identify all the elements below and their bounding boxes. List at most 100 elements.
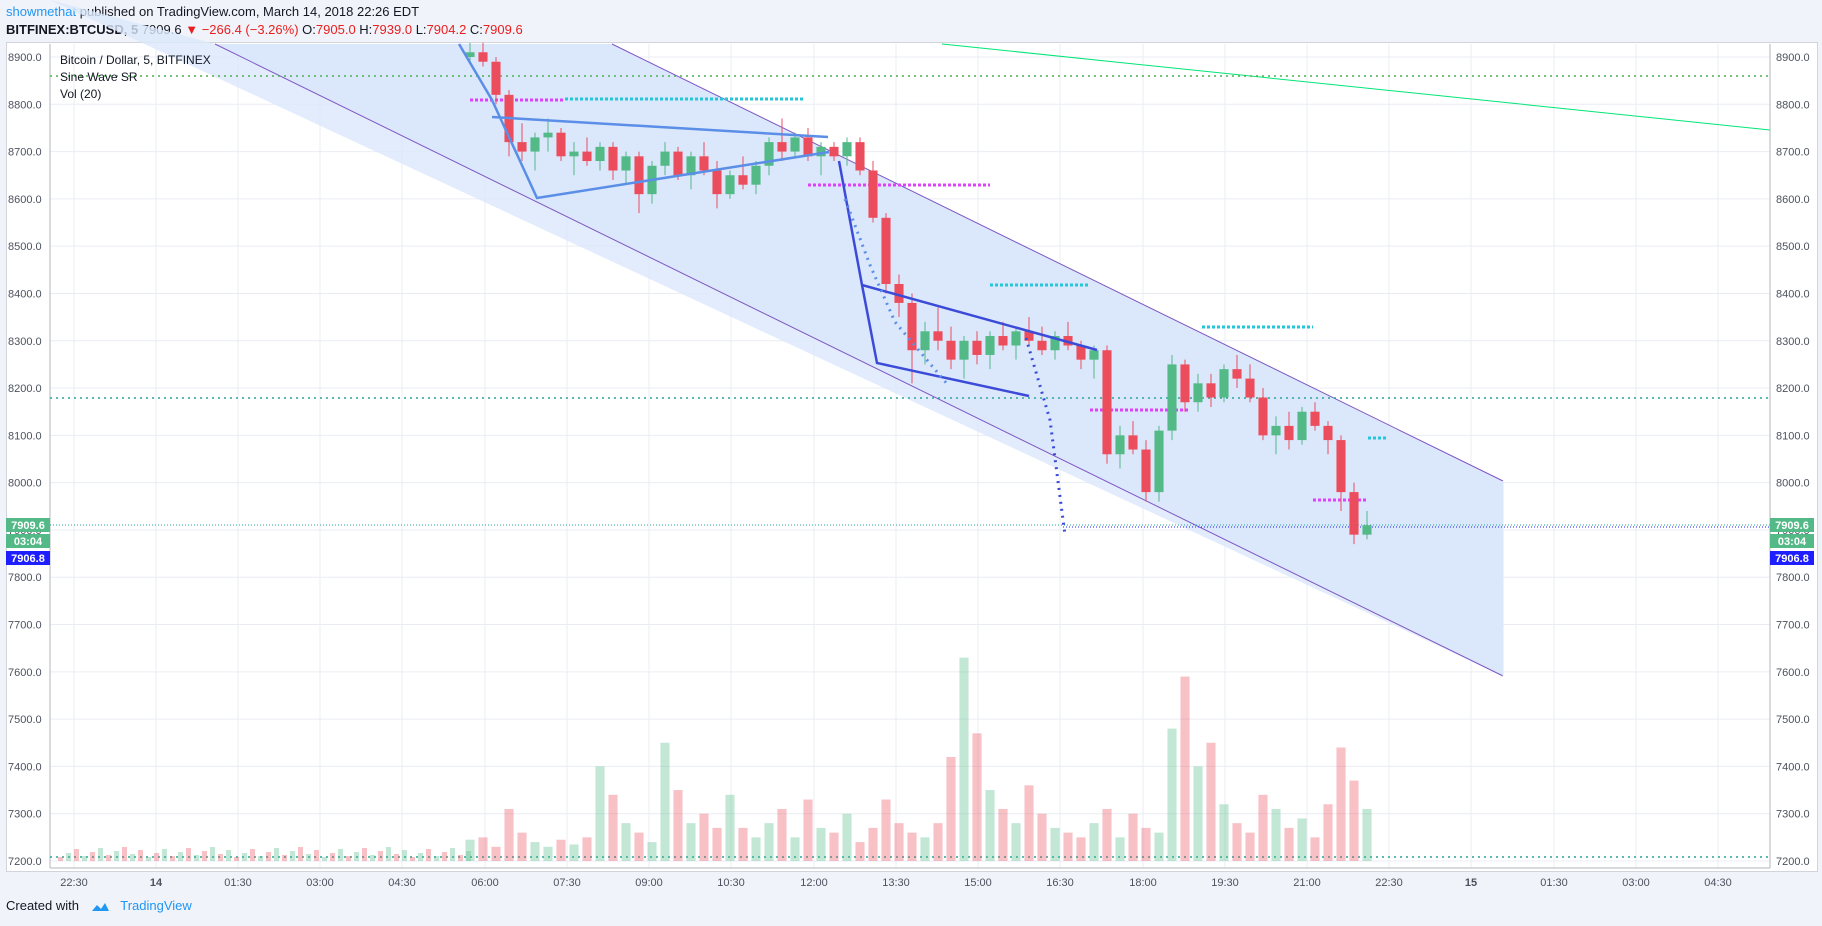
tradingview-link[interactable]: TradingView (120, 898, 192, 913)
y-tick-left: 7700.0 (8, 620, 42, 632)
volume-bar (1024, 785, 1034, 861)
candle-body (1128, 435, 1138, 450)
y-tick-right: 8400.0 (1776, 288, 1810, 300)
volume-bar (556, 839, 566, 861)
y-tick-right: 8200.0 (1776, 383, 1810, 395)
footer: Created with TradingView (6, 898, 192, 913)
candle-body (1219, 369, 1229, 398)
y-tick-left: 8300.0 (8, 336, 42, 348)
open-value: 7905.0 (315, 22, 356, 37)
volume-bar (1323, 804, 1333, 861)
channel-upper-line (611, 43, 1504, 482)
volume-bar (868, 827, 878, 861)
candle-body (595, 146, 605, 162)
volume-bar (1128, 813, 1138, 861)
volume-bar (1206, 742, 1216, 861)
triangle-upper-edge (491, 115, 829, 139)
candle-body (1154, 430, 1164, 493)
volume-bar-early (338, 849, 343, 861)
volume-bar-early (266, 852, 271, 861)
volume-bar (712, 827, 722, 861)
volume-bar (1167, 728, 1177, 861)
y-tick-left: 7600.0 (8, 667, 42, 679)
volume-bar (972, 733, 982, 861)
candle-body (777, 142, 787, 152)
volume-bar-early (178, 852, 183, 861)
volume-bar (1180, 676, 1190, 861)
volume-bar-early (386, 847, 391, 861)
volume-bar-early (370, 855, 375, 861)
volume-bar (1258, 794, 1268, 861)
volume-bar-early (210, 847, 215, 861)
volume-bar (504, 808, 514, 861)
legend-indicator-sine[interactable]: Sine Wave SR (60, 70, 138, 84)
volume-bar-early (410, 857, 415, 861)
countdown-badge-text: 03:04 (14, 536, 43, 548)
legend-indicator-volume[interactable]: Vol (20) (60, 87, 102, 101)
volume-bar (1141, 827, 1151, 861)
y-tick-right: 8100.0 (1776, 430, 1810, 442)
volume-bar-early (170, 856, 175, 861)
volume-bar-early (330, 853, 335, 861)
candle-body (816, 146, 826, 157)
volume-bar (647, 842, 657, 861)
volume-bar (517, 832, 527, 861)
y-tick-left: 8200.0 (8, 383, 42, 395)
volume-bar-early (450, 848, 455, 861)
volume-bar-early (298, 847, 303, 861)
high-value: 7939.0 (372, 22, 413, 37)
volume-bar (608, 794, 618, 861)
volume-bar (660, 742, 670, 861)
volume-bar-early (250, 849, 255, 861)
y-tick-right: 8300.0 (1776, 336, 1810, 348)
volume-bar-early (90, 852, 95, 861)
candle-body (530, 137, 540, 152)
x-tick-label: 03:00 (1622, 877, 1650, 889)
volume-bar (491, 846, 501, 861)
countdown-badge-text: 03:04 (1778, 536, 1807, 548)
volume-bar (946, 756, 956, 861)
ohlc-line: BITFINEX:BTCUSD, 5 7909.6 ▼ −266.4 (−3.2… (6, 22, 523, 37)
x-tick-label: 15 (1465, 877, 1477, 889)
y-tick-left: 7800.0 (8, 572, 42, 584)
volume-bar-early (274, 848, 279, 861)
blue-price-badge-bg (6, 551, 50, 565)
x-tick-label: 01:30 (224, 877, 252, 889)
volume-bar (1336, 747, 1346, 861)
y-tick-right: 7600.0 (1776, 667, 1810, 679)
candle-body (972, 340, 982, 355)
volume-bar (998, 808, 1008, 861)
volume-bar-early (202, 851, 207, 861)
y-tick-left: 8700.0 (8, 147, 42, 159)
volume-bar-early (194, 855, 199, 861)
y-tick-left: 7500.0 (8, 714, 42, 726)
high-label: H: (359, 22, 373, 37)
x-tick-label: 13:30 (882, 877, 910, 889)
author-link[interactable]: showmethat (6, 4, 77, 19)
volume-bar (1076, 837, 1086, 861)
candle-body (1011, 331, 1021, 346)
projection-dotted-1 (843, 198, 950, 386)
candle-body (1193, 383, 1203, 403)
x-tick-label: 04:30 (1704, 877, 1732, 889)
low-value: 7904.2 (426, 22, 467, 37)
candle-body (829, 146, 839, 157)
volume-bar (920, 837, 930, 861)
volume-bar (816, 827, 826, 861)
y-tick-right: 8600.0 (1776, 194, 1810, 206)
candle-body (634, 156, 644, 195)
volume-bar (1232, 823, 1242, 861)
low-label: L: (415, 22, 427, 37)
x-tick-label: 19:30 (1211, 877, 1239, 889)
candle-body (478, 52, 488, 62)
volume-bar-early (74, 849, 79, 861)
candle-body (1310, 411, 1320, 426)
chart-panel[interactable] (6, 42, 1818, 872)
volume-bar (595, 766, 605, 861)
volume-bar-early (146, 857, 151, 861)
volume-bar (634, 832, 644, 861)
x-tick-label: 09:00 (635, 877, 663, 889)
y-tick-left: 8500.0 (8, 241, 42, 253)
candle-body (1180, 364, 1190, 403)
